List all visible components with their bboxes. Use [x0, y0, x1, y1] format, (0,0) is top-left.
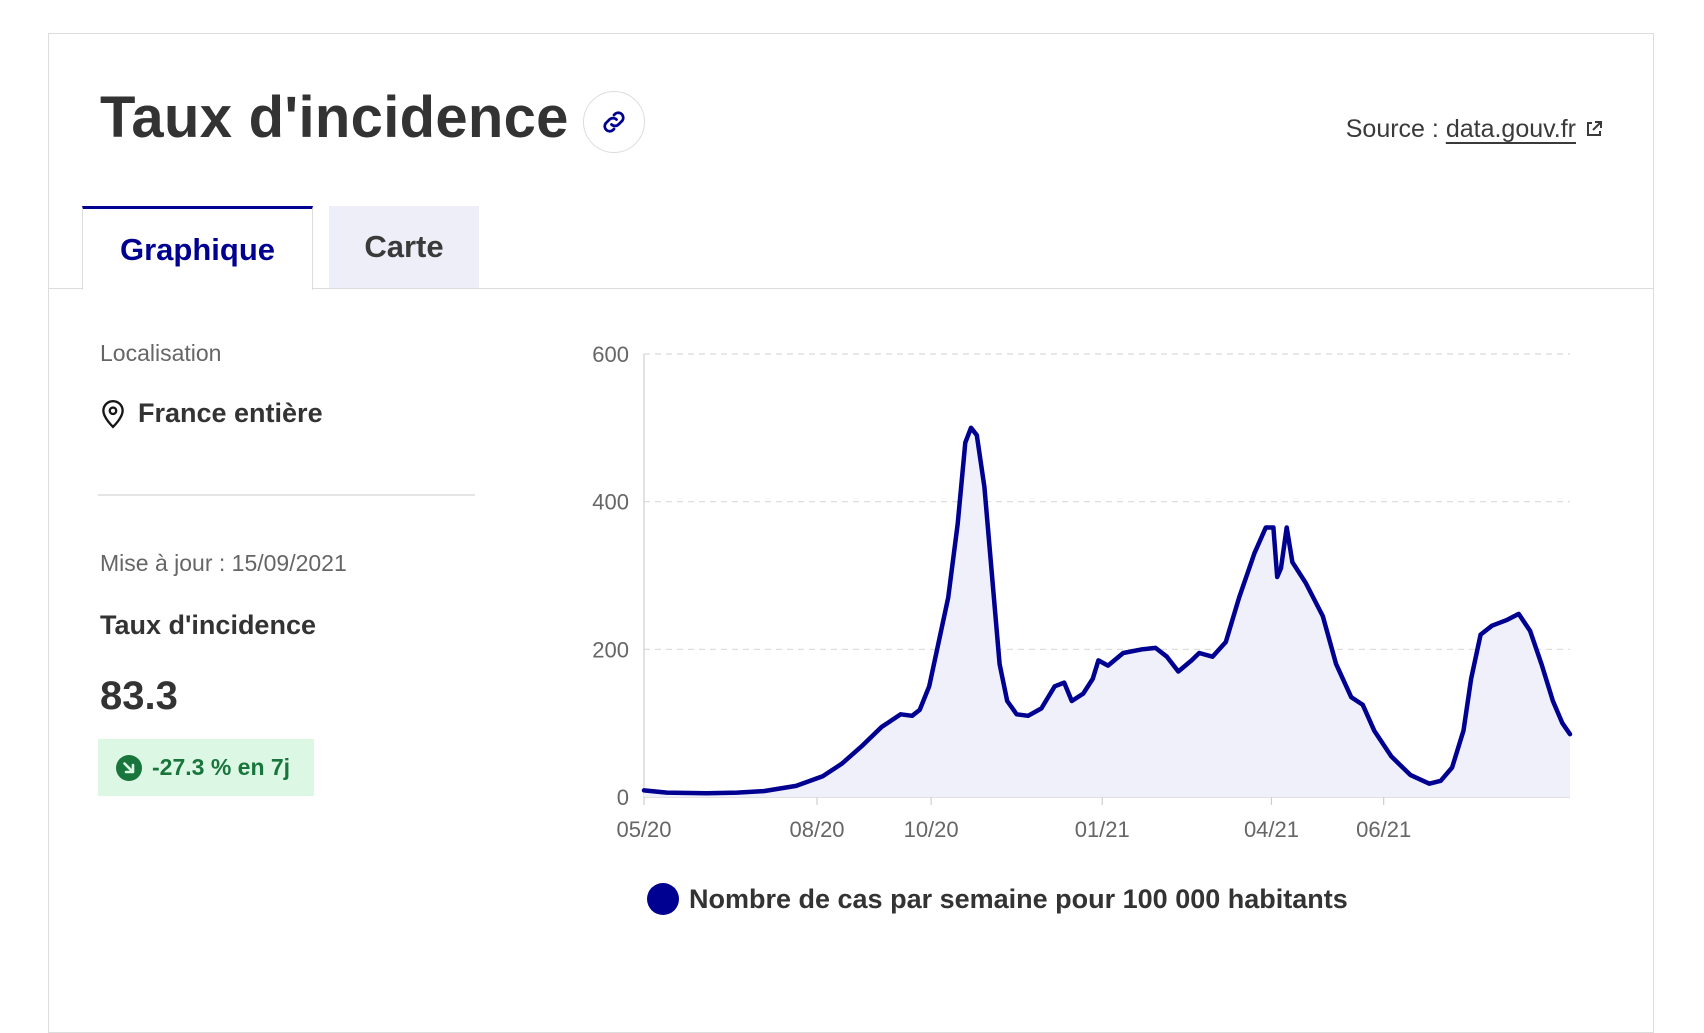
- chart-legend: Nombre de cas par semaine pour 100 000 h…: [647, 883, 1348, 915]
- y-tick-label: 600: [592, 342, 629, 367]
- trend-text: -27.3 % en 7j: [152, 754, 291, 780]
- x-tick-label: 04/21: [1244, 817, 1299, 842]
- location-label: Localisation: [100, 340, 222, 366]
- update-date: Mise à jour : 15/09/2021: [100, 550, 347, 576]
- page-title: Taux d'incidence: [100, 85, 569, 150]
- map-pin-icon: [102, 399, 124, 428]
- copy-link-button[interactable]: [583, 91, 645, 153]
- y-tick-label: 0: [617, 785, 629, 810]
- location-value: France entière: [138, 398, 323, 428]
- arrow-down-right-icon: [116, 754, 142, 781]
- location-selector[interactable]: France entière: [100, 398, 323, 429]
- legend-label: Nombre de cas par semaine pour 100 000 h…: [689, 883, 1348, 914]
- x-tick-label: 05/20: [616, 817, 671, 842]
- x-tick-label: 08/20: [789, 817, 844, 842]
- link-icon: [603, 111, 625, 133]
- source-link-text: data.gouv.fr: [1445, 115, 1576, 143]
- y-tick-label: 400: [592, 490, 629, 515]
- source-info: Source : data.gouv.fr: [1346, 115, 1604, 144]
- x-tick-label: 01/21: [1075, 817, 1130, 842]
- series-line: [641, 425, 1573, 796]
- indicator-value: 83.3: [100, 674, 178, 718]
- tab-bar: Graphique Carte: [48, 206, 1654, 290]
- external-link-icon: [1587, 121, 1602, 136]
- trend-badge: -27.3 % en 7j: [98, 739, 314, 796]
- tab-carte[interactable]: Carte: [329, 206, 479, 288]
- x-tick-label: 06/21: [1356, 817, 1411, 842]
- tab-graphique[interactable]: Graphique: [82, 206, 313, 290]
- legend-marker: [647, 883, 679, 915]
- indicator-label: Taux d'incidence: [100, 610, 316, 640]
- source-label: Source :: [1345, 115, 1439, 143]
- source-link[interactable]: data.gouv.fr: [1446, 115, 1604, 143]
- x-tick-label: 10/20: [904, 817, 959, 842]
- incidence-chart: 0 200 400 600 05/20 08/20 10/20 01/21 04/21 06/21: [592, 342, 1573, 842]
- sidebar-divider: [98, 494, 475, 496]
- y-tick-label: 200: [592, 637, 629, 662]
- series-area: [644, 427, 1570, 797]
